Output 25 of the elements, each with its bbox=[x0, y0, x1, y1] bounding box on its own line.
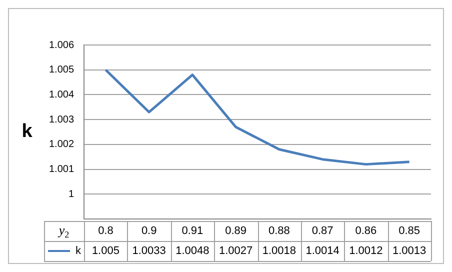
y-axis-title: k bbox=[22, 121, 33, 142]
data-label: 1.0014 bbox=[306, 245, 340, 258]
y-tick-label: 1.005 bbox=[48, 64, 74, 76]
data-label: 1.0012 bbox=[349, 245, 383, 258]
x-tick-label: 0.88 bbox=[268, 225, 290, 238]
y-tick-label: 1.001 bbox=[48, 164, 74, 176]
x-tick-label: 0.86 bbox=[355, 225, 377, 238]
y-tick-label: 1.003 bbox=[48, 114, 74, 126]
y-tick-label: 1 bbox=[68, 188, 74, 200]
y-tick-label: 1.002 bbox=[48, 139, 74, 150]
x-tick-label: 0.8 bbox=[98, 225, 114, 238]
x-tick-label: 0.85 bbox=[398, 225, 420, 238]
data-label: 1.0033 bbox=[132, 245, 166, 258]
data-label: 1.0018 bbox=[262, 245, 296, 258]
y-tick-label: 1.004 bbox=[48, 89, 74, 100]
x-tick-label: 0.91 bbox=[182, 225, 204, 238]
data-label: 1.005 bbox=[92, 245, 120, 258]
y-tick-label: 1.006 bbox=[48, 40, 74, 51]
x-tick-label: 0.9 bbox=[141, 225, 157, 238]
data-label: 1.0013 bbox=[392, 245, 426, 258]
data-label: 1.0048 bbox=[176, 245, 210, 258]
data-label: 1.0027 bbox=[219, 245, 253, 258]
legend-label: k bbox=[76, 245, 82, 258]
x-tick-label: 0.89 bbox=[225, 225, 247, 238]
x-tick-label: 0.87 bbox=[312, 225, 334, 238]
